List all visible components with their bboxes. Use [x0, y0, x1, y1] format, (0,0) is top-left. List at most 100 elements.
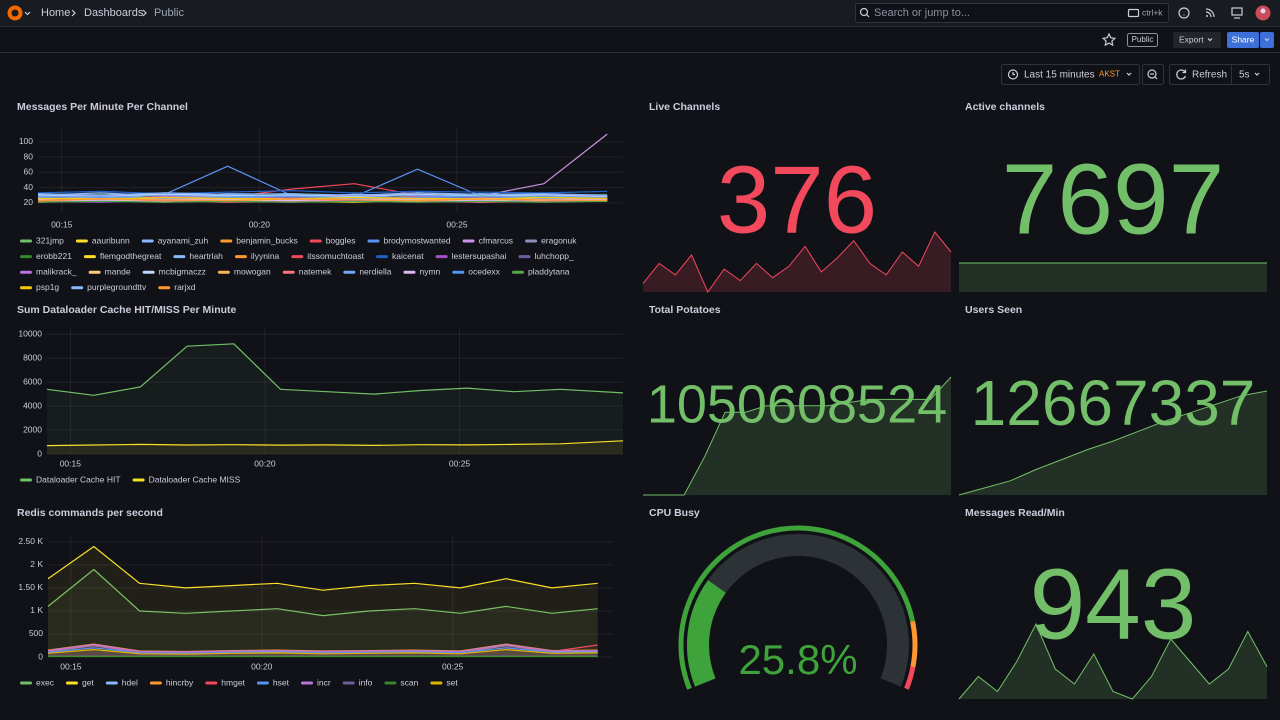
x-tick-label: 00:25 — [442, 661, 464, 671]
avatar[interactable] — [1255, 5, 1271, 21]
time-range[interactable]: Last 15 minutes — [1024, 70, 1095, 81]
panel: Messages Per Minute Per Channel 20 40 60 80 1… — [17, 101, 623, 292]
legend-swatch — [20, 681, 32, 685]
search-placeholder[interactable]: Search or jump to... — [874, 7, 970, 19]
breadcrumb[interactable]: Home — [41, 7, 70, 19]
panel: Sum Dataloader Cache HIT/MISS Per Minute… — [17, 304, 624, 484]
legend-swatch — [20, 270, 32, 274]
sparkline-area — [643, 232, 951, 292]
legend-label: cfmarcus — [479, 235, 513, 245]
panel: Redis commands per second 0 500 1 K 1.50 K 2 … — [17, 507, 613, 687]
legend-label: mande — [105, 266, 131, 276]
legend-label: pladdytana — [528, 266, 570, 276]
sparkline — [958, 390, 1268, 496]
legend-label: luhchopp_ — [534, 251, 574, 261]
y-tick-label: 0 — [37, 448, 42, 458]
legend-swatch — [217, 270, 230, 274]
legend-swatch — [20, 239, 32, 243]
panel-title: Messages Read/Min — [965, 507, 1065, 519]
panel-title: Messages Per Minute Per Channel — [17, 101, 188, 113]
panels: Messages Per Minute Per Channel 20 40 60 80 1… — [17, 101, 1268, 700]
legend-label: psp1g — [36, 282, 59, 292]
legend-label: ayanami_zuh — [158, 235, 209, 245]
legend-swatch — [20, 286, 32, 290]
series-line — [47, 568, 598, 617]
search-box[interactable]: Search or jump to... ctrl+k — [855, 3, 1169, 23]
sparkline — [958, 622, 1268, 700]
legend-label: brodymostwanted — [383, 235, 450, 245]
logo[interactable] — [7, 5, 31, 21]
legend-label: erobb221 — [36, 251, 72, 261]
series-line — [37, 196, 608, 199]
legend-label: benjamin_bucks — [236, 235, 297, 245]
legend-swatch — [452, 270, 465, 274]
legend-label: Dataloader Cache HIT — [36, 474, 121, 484]
series-area — [47, 440, 623, 454]
panel: Messages Read/Min 943 — [958, 507, 1268, 700]
panel: Users Seen 12667337 — [958, 304, 1268, 496]
panel-title: Live Channels — [649, 101, 720, 113]
series-area — [48, 569, 598, 657]
badge-text: Public — [1132, 35, 1154, 44]
series-line — [47, 644, 598, 653]
legend-swatch — [75, 239, 88, 243]
series-line — [37, 190, 608, 195]
legend-label: Dataloader Cache MISS — [149, 474, 241, 484]
refresh-interval[interactable]: 5s — [1239, 70, 1250, 81]
panel-title: Sum Dataloader Cache HIT/MISS Per Minute — [17, 304, 237, 316]
refresh-button[interactable]: Refresh 5s — [1169, 64, 1270, 85]
help-icon[interactable] — [1178, 7, 1190, 19]
legend-label: aauribunn — [92, 235, 130, 245]
series-line — [37, 196, 608, 200]
separator — [142, 9, 147, 17]
button-text[interactable]: Export — [1179, 34, 1204, 44]
sparkline-area — [643, 377, 951, 495]
legend-label: hincrby — [166, 677, 194, 687]
legend-swatch — [220, 239, 233, 243]
legend-label: info — [359, 677, 373, 687]
legend-swatch — [142, 270, 155, 274]
refresh-text[interactable]: Refresh — [1192, 70, 1227, 81]
y-tick-label: 2000 — [23, 424, 42, 434]
legend-label: purplegroundttv — [87, 282, 147, 292]
sparkline — [643, 376, 952, 496]
legend-label: incr — [317, 677, 331, 687]
legend-label: natemek — [299, 266, 332, 276]
y-tick-label: 10000 — [18, 328, 42, 338]
panel-title: Users Seen — [965, 304, 1022, 316]
button-text[interactable]: Share — [1232, 34, 1255, 44]
y-tick-label: 2.50 K — [18, 536, 43, 546]
legend-label: exec — [36, 677, 55, 687]
legend-label: kaicenat — [392, 251, 424, 261]
x-tick-label: 00:20 — [251, 661, 273, 671]
time-picker[interactable]: Last 15 minutes AKST — [1001, 64, 1140, 85]
legend-label: itssomuchtoast — [307, 251, 364, 261]
star-button[interactable] — [1101, 32, 1117, 47]
legend-swatch — [342, 681, 355, 685]
export-button[interactable]: Export — [1173, 32, 1221, 48]
legend-swatch — [367, 239, 380, 243]
legend-label: hmget — [221, 677, 245, 687]
zoom-out-button[interactable] — [1142, 64, 1164, 85]
share-button[interactable]: Share — [1227, 32, 1274, 48]
legend-label: nymn — [419, 266, 440, 276]
panel: CPU Busy 25.8% — [649, 507, 918, 690]
legend-swatch — [20, 478, 32, 482]
legend-label: ilyynina — [251, 251, 280, 261]
stat-value: 1050608524 — [647, 374, 947, 434]
breadcrumb[interactable]: Dashboards — [84, 7, 144, 19]
series-area — [48, 546, 598, 657]
series-area — [48, 649, 598, 657]
stat-value: 376 — [717, 146, 877, 253]
news-icon[interactable] — [1205, 8, 1215, 18]
kiosk-icon[interactable] — [1231, 7, 1243, 19]
x-tick-label: 00:15 — [51, 219, 73, 229]
gauge-value — [687, 580, 727, 687]
legend-swatch — [291, 255, 304, 259]
series-area — [47, 343, 623, 454]
stat-value: 7697 — [1002, 143, 1224, 255]
shortcut: ctrl+k — [1142, 7, 1163, 17]
legend-label: flemgodthegreat — [100, 251, 162, 261]
stat-value: 943 — [1030, 548, 1197, 660]
